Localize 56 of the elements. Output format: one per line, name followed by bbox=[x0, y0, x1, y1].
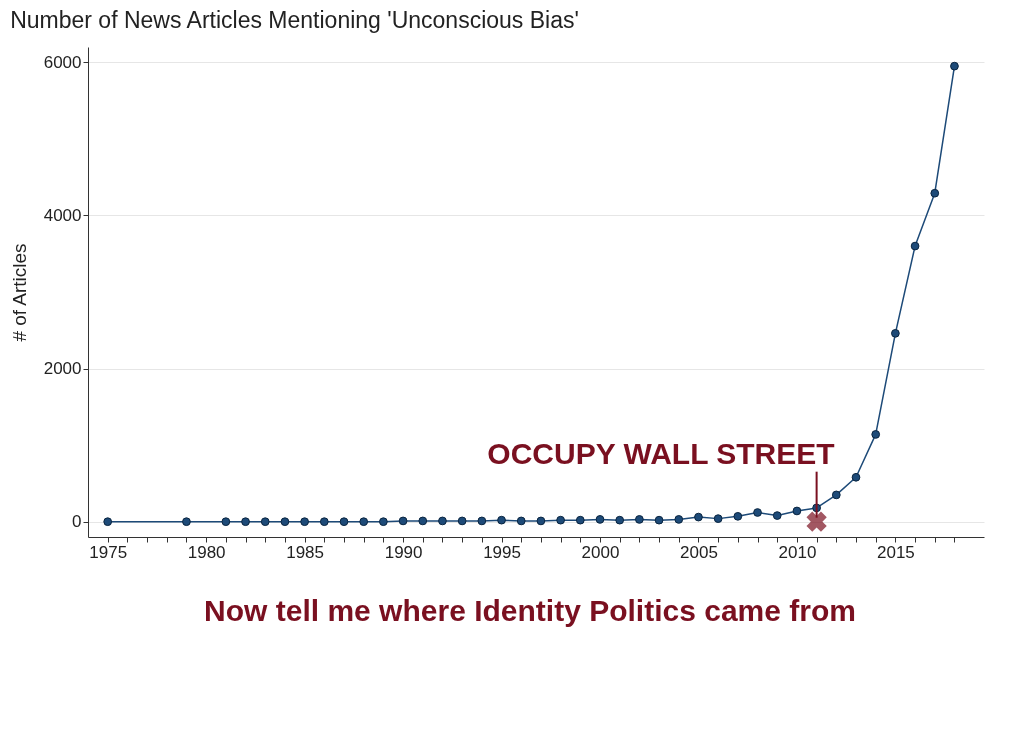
chart-title: Number of News Articles Mentioning 'Unconscious Bias' bbox=[10, 7, 579, 33]
point bbox=[477, 516, 487, 526]
y-tick-label: 0 bbox=[72, 512, 82, 532]
point bbox=[418, 516, 428, 526]
point bbox=[950, 61, 959, 71]
point bbox=[359, 517, 369, 527]
y-tick-label: 2000 bbox=[43, 359, 82, 379]
point bbox=[103, 517, 113, 527]
y-axis-title: # of Articles bbox=[8, 243, 30, 342]
point bbox=[891, 328, 900, 338]
point bbox=[792, 506, 802, 516]
x-tick-label: 1985 bbox=[286, 542, 325, 562]
point bbox=[438, 516, 447, 526]
x-tick-label: 2000 bbox=[581, 542, 620, 562]
x-tick-label: 2010 bbox=[778, 542, 817, 562]
point bbox=[516, 516, 526, 526]
point bbox=[713, 514, 723, 523]
point bbox=[654, 515, 664, 525]
point bbox=[871, 430, 881, 439]
point bbox=[753, 508, 762, 517]
point bbox=[733, 511, 743, 521]
point bbox=[339, 517, 349, 527]
point bbox=[536, 516, 546, 526]
point bbox=[930, 188, 940, 198]
text: Now tell me where Identity Politics came from bbox=[204, 594, 856, 627]
point bbox=[851, 472, 861, 482]
x-tick-label: 2015 bbox=[876, 542, 915, 562]
point bbox=[398, 516, 408, 526]
point bbox=[694, 512, 703, 522]
x-tick-label: 1995 bbox=[483, 542, 521, 562]
point bbox=[319, 517, 329, 527]
point bbox=[497, 515, 506, 525]
point bbox=[556, 515, 565, 525]
point bbox=[221, 517, 231, 527]
point bbox=[182, 517, 191, 527]
point bbox=[674, 515, 684, 524]
point bbox=[831, 490, 841, 500]
x-tick-label: 1990 bbox=[384, 542, 423, 562]
point bbox=[595, 515, 605, 524]
x-tick-label: 2005 bbox=[680, 542, 718, 562]
x-tick-label: 1975 bbox=[89, 542, 128, 562]
point bbox=[772, 511, 782, 520]
y-tick-label: 4000 bbox=[43, 205, 82, 225]
point bbox=[300, 517, 309, 527]
point bbox=[379, 517, 388, 527]
point bbox=[260, 517, 270, 527]
x-tick-label: 1980 bbox=[187, 542, 226, 562]
point bbox=[615, 515, 625, 525]
point bbox=[280, 517, 290, 527]
point bbox=[241, 517, 250, 527]
point bbox=[457, 516, 467, 526]
point bbox=[910, 241, 920, 251]
annotation: OCCUPY WALL STREET bbox=[487, 436, 835, 470]
point bbox=[575, 515, 585, 525]
point bbox=[635, 515, 644, 524]
y-tick-label: 6000 bbox=[43, 52, 82, 72]
